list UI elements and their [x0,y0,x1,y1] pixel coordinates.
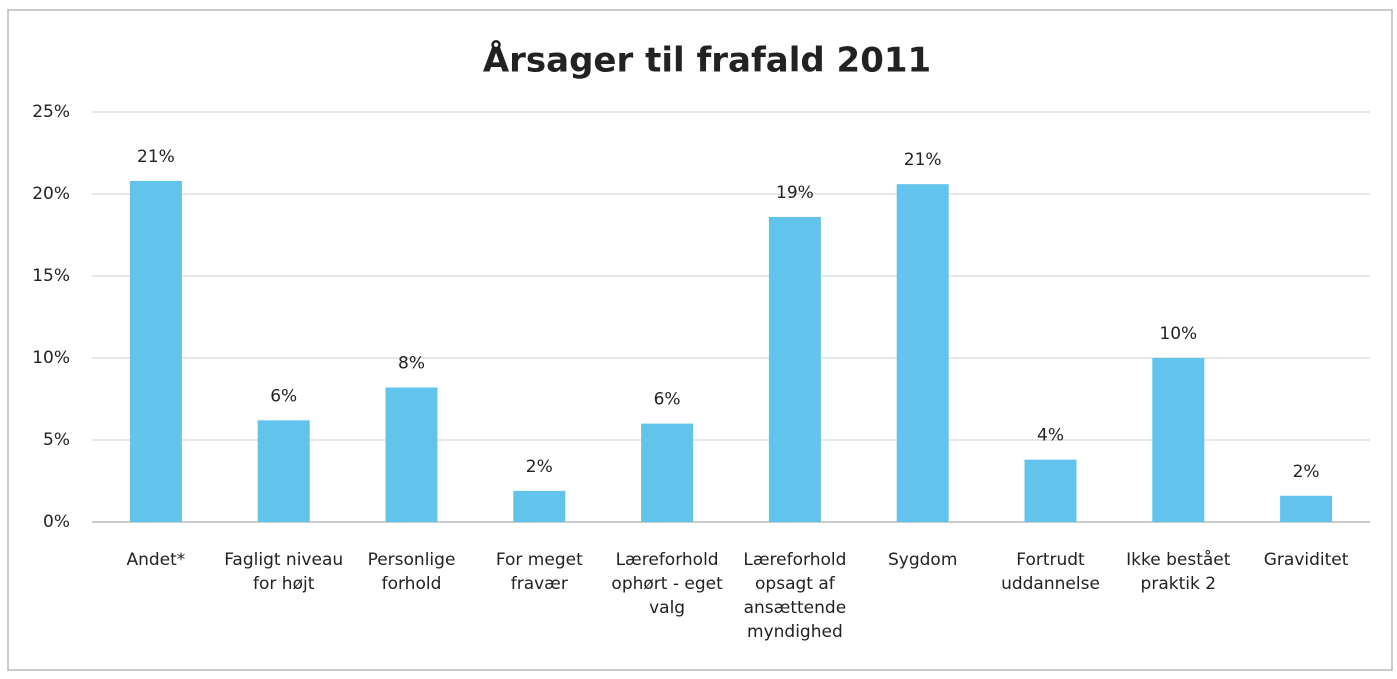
data-label: 10% [1159,324,1197,344]
chart-title: Årsager til frafald 2011 [483,40,931,81]
x-tick-label: For meget fravær [495,550,583,594]
y-tick-label: 20% [32,184,70,204]
x-tick-label: Sygdom [887,550,958,570]
x-tick-label-box: Ikke bestået praktik 2 [1126,550,1231,594]
x-tick-label-box: Graviditet [1263,550,1349,570]
bar [641,423,694,522]
x-tick-label-box: Sygdom [887,550,958,570]
x-tick-label: Fagligt niveau for højt [224,550,344,594]
bar [768,216,821,522]
data-label: 4% [1037,426,1064,446]
y-tick-label: 5% [43,430,70,450]
bar [513,490,566,522]
x-tick-label-box: Personlige forhold [367,550,456,594]
data-label: 21% [904,150,942,170]
bar [129,180,182,522]
x-tick-label: Læreforhold opsagt af ansættende myndigh… [743,550,847,642]
bar [896,184,949,522]
y-tick-label: 10% [32,348,70,368]
bar [1280,495,1333,522]
x-tick-label-box: Andet* [126,550,186,570]
data-label: 8% [398,354,425,374]
data-label: 19% [776,183,814,203]
bar [1024,459,1077,522]
x-tick-label: Ikke bestået praktik 2 [1126,550,1231,594]
data-label: 6% [654,390,681,410]
x-tick-label-box: Fagligt niveau for højt [224,550,344,594]
bar [1152,358,1205,522]
x-tick-label-box: For meget fravær [495,550,583,594]
chart-border [7,9,1393,671]
y-tick-label: 0% [43,512,70,532]
data-label: 21% [137,147,175,167]
y-tick-label: 15% [32,266,70,286]
data-label: 2% [1293,462,1320,482]
x-tick-label: Andet* [126,550,186,570]
x-tick-label: Læreforhold ophørt - eget valg [611,550,723,618]
x-tick-label: Personlige forhold [367,550,456,594]
y-tick-label: 25% [32,102,70,122]
x-tick-label: Fortrudt uddannelse [1001,550,1100,594]
x-tick-label-box: Læreforhold opsagt af ansættende myndigh… [743,550,847,642]
x-tick-label: Graviditet [1263,550,1349,570]
x-tick-label-box: Fortrudt uddannelse [1001,550,1100,594]
bar [385,387,438,522]
x-tick-label-box: Læreforhold ophørt - eget valg [611,550,723,618]
data-label: 2% [526,457,553,477]
data-label: 6% [270,386,297,406]
bar [257,420,310,522]
